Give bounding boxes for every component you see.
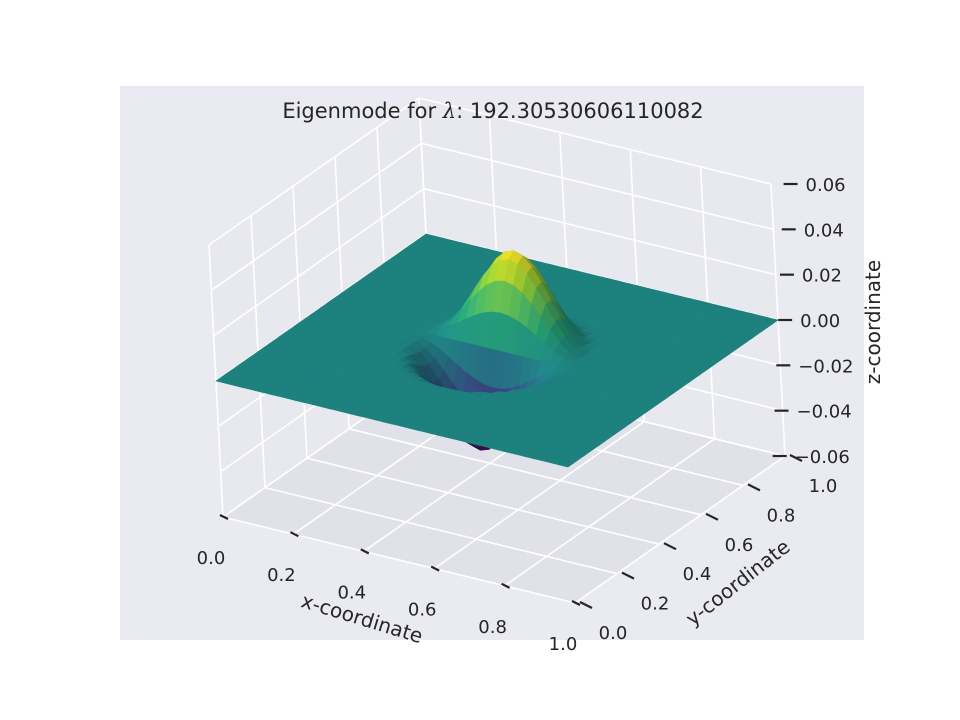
z-tick-label: 0.00 (800, 311, 840, 332)
y-tick-mark (705, 512, 719, 521)
z-grid-back (418, 97, 772, 185)
z-axis-label: z-coordinate (861, 260, 885, 384)
x-tick-label: 0.2 (267, 565, 296, 586)
x-tick-label: 0.6 (408, 600, 437, 621)
z-grid-back (421, 142, 774, 231)
z-tick-label: −0.06 (795, 447, 850, 468)
floor-pane (223, 370, 785, 603)
y-tick-label: 0.6 (725, 535, 754, 556)
x-grid-floor (433, 420, 645, 570)
z-tick-label: 0.04 (804, 220, 844, 241)
z-grid-left (208, 97, 420, 246)
y-tick-label: 0.2 (641, 594, 670, 615)
x-tick-label: 1.0 (549, 634, 578, 655)
x-tick-mark (289, 531, 299, 538)
y-tick-mark (579, 601, 593, 609)
y-grid-floor (306, 457, 660, 545)
z-tick-label: −0.04 (796, 402, 851, 423)
z-tick-label: −0.02 (798, 356, 853, 377)
z-grid-left (210, 142, 422, 291)
x-tick-label: 0.4 (337, 582, 366, 603)
y-tick-label: 0.8 (767, 505, 796, 526)
y-grid-floor (222, 516, 576, 604)
y-tick-label: 0.0 (599, 623, 628, 644)
y-tick-label: 1.0 (809, 476, 838, 497)
y-tick-mark (663, 542, 677, 551)
x-tick-label: 0.8 (478, 617, 507, 638)
surface-mesh (215, 233, 779, 468)
x-tick-mark (571, 600, 581, 606)
x-tick-mark (430, 565, 440, 572)
z-tick-label: 0.06 (806, 175, 846, 196)
x-tick-mark (219, 514, 229, 520)
y-grid-floor (264, 486, 618, 575)
x-grid-floor (504, 438, 716, 587)
surface-facet (558, 460, 575, 468)
y-tick-mark (621, 571, 635, 580)
y-tick-label: 0.4 (683, 564, 712, 585)
y-grid-floor (348, 428, 702, 516)
x-grid-floor (574, 455, 786, 604)
x-tick-label: 0.0 (197, 548, 226, 569)
axis-ticks: 0.0 0.2 0.4 0.6 0.8 1.0 0.0 0.2 0.4 0.6 0.8 1.0 −0.0… (197, 175, 854, 655)
x-tick-mark (501, 582, 511, 589)
x-tick-mark (360, 548, 370, 555)
chart-title: Eigenmode for λ: 192.30530606110082 (282, 99, 703, 123)
z-grid-left (213, 188, 425, 337)
z-grid-back (423, 187, 776, 276)
y-tick-mark (747, 483, 761, 492)
z-tick-label: 0.02 (802, 266, 842, 287)
y-tick-mark (789, 454, 803, 462)
